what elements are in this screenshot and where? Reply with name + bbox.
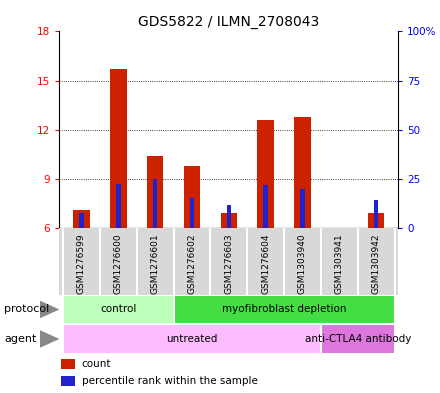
Polygon shape [40, 301, 59, 318]
Bar [116, 184, 121, 228]
Text: GSM1276602: GSM1276602 [187, 233, 197, 294]
Bar [257, 120, 274, 228]
Text: agent: agent [4, 334, 37, 344]
Bar [153, 179, 158, 228]
Text: GSM1303941: GSM1303941 [335, 233, 344, 294]
Text: GSM1276599: GSM1276599 [77, 233, 86, 294]
Text: GSM1276601: GSM1276601 [150, 233, 160, 294]
Title: GDS5822 / ILMN_2708043: GDS5822 / ILMN_2708043 [138, 15, 319, 29]
Bar [147, 156, 163, 228]
Bar [61, 376, 75, 386]
Text: protocol: protocol [4, 305, 50, 314]
Bar [374, 200, 378, 228]
Text: GSM1303940: GSM1303940 [298, 233, 307, 294]
Bar [227, 205, 231, 228]
Text: GSM1276600: GSM1276600 [114, 233, 123, 294]
Bar [183, 166, 200, 228]
Text: GSM1303942: GSM1303942 [372, 233, 381, 294]
Polygon shape [40, 330, 59, 348]
Bar [300, 189, 304, 228]
Text: myofibroblast depletion: myofibroblast depletion [222, 305, 346, 314]
Bar [190, 198, 194, 228]
Bar [220, 213, 237, 228]
Bar [264, 185, 268, 228]
Text: percentile rank within the sample: percentile rank within the sample [82, 376, 258, 386]
Text: GSM1276603: GSM1276603 [224, 233, 233, 294]
Bar [321, 324, 395, 354]
Text: control: control [100, 305, 136, 314]
Text: GSM1276604: GSM1276604 [261, 233, 270, 294]
Text: untreated: untreated [166, 334, 218, 344]
Text: count: count [82, 359, 111, 369]
Bar [61, 359, 75, 369]
Bar [79, 213, 84, 228]
Bar [294, 117, 311, 228]
Bar [110, 69, 127, 228]
Bar [173, 295, 395, 324]
Bar [368, 213, 385, 228]
Bar [63, 295, 173, 324]
Bar [63, 324, 321, 354]
Text: anti-CTLA4 antibody: anti-CTLA4 antibody [304, 334, 411, 344]
Bar [73, 210, 90, 228]
